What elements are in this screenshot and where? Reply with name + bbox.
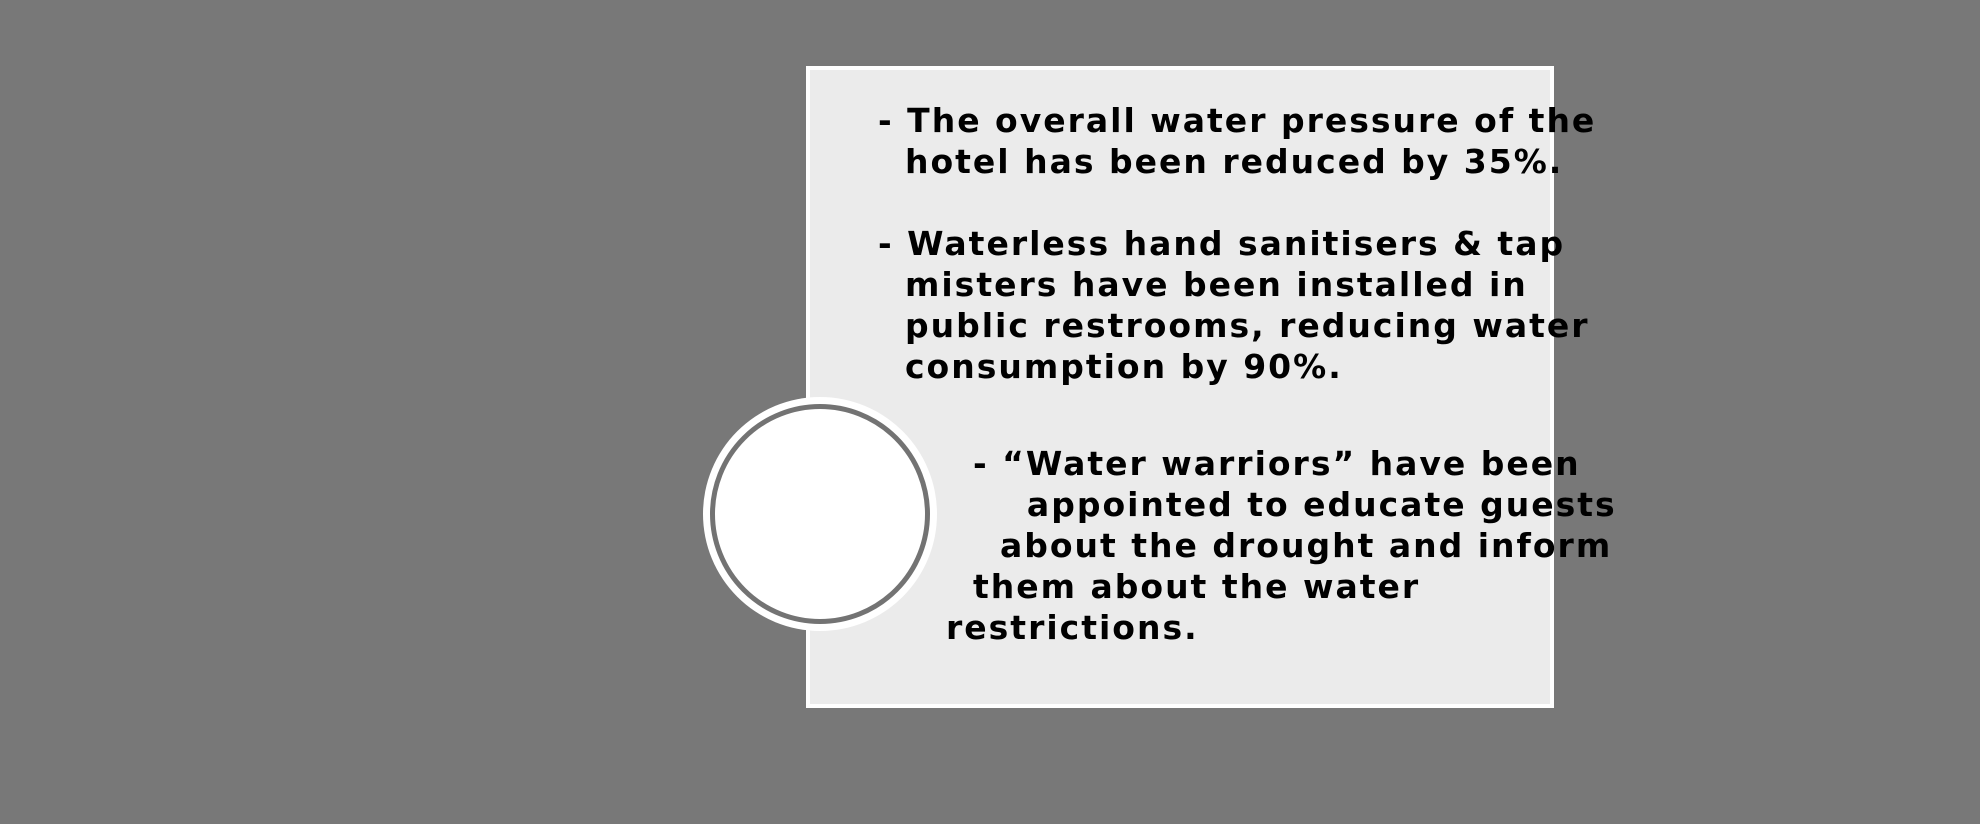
bullet-water-warriors: - “Water warriors” have been appointed t… <box>946 444 1617 647</box>
circle-ring <box>710 404 930 624</box>
bullet-water-pressure: - The overall water pressure of the hote… <box>878 101 1597 181</box>
info-card <box>806 66 1554 708</box>
circle-placeholder <box>703 397 937 631</box>
bullet-hand-sanitisers: - Waterless hand sanitisers & tap mister… <box>878 224 1590 386</box>
